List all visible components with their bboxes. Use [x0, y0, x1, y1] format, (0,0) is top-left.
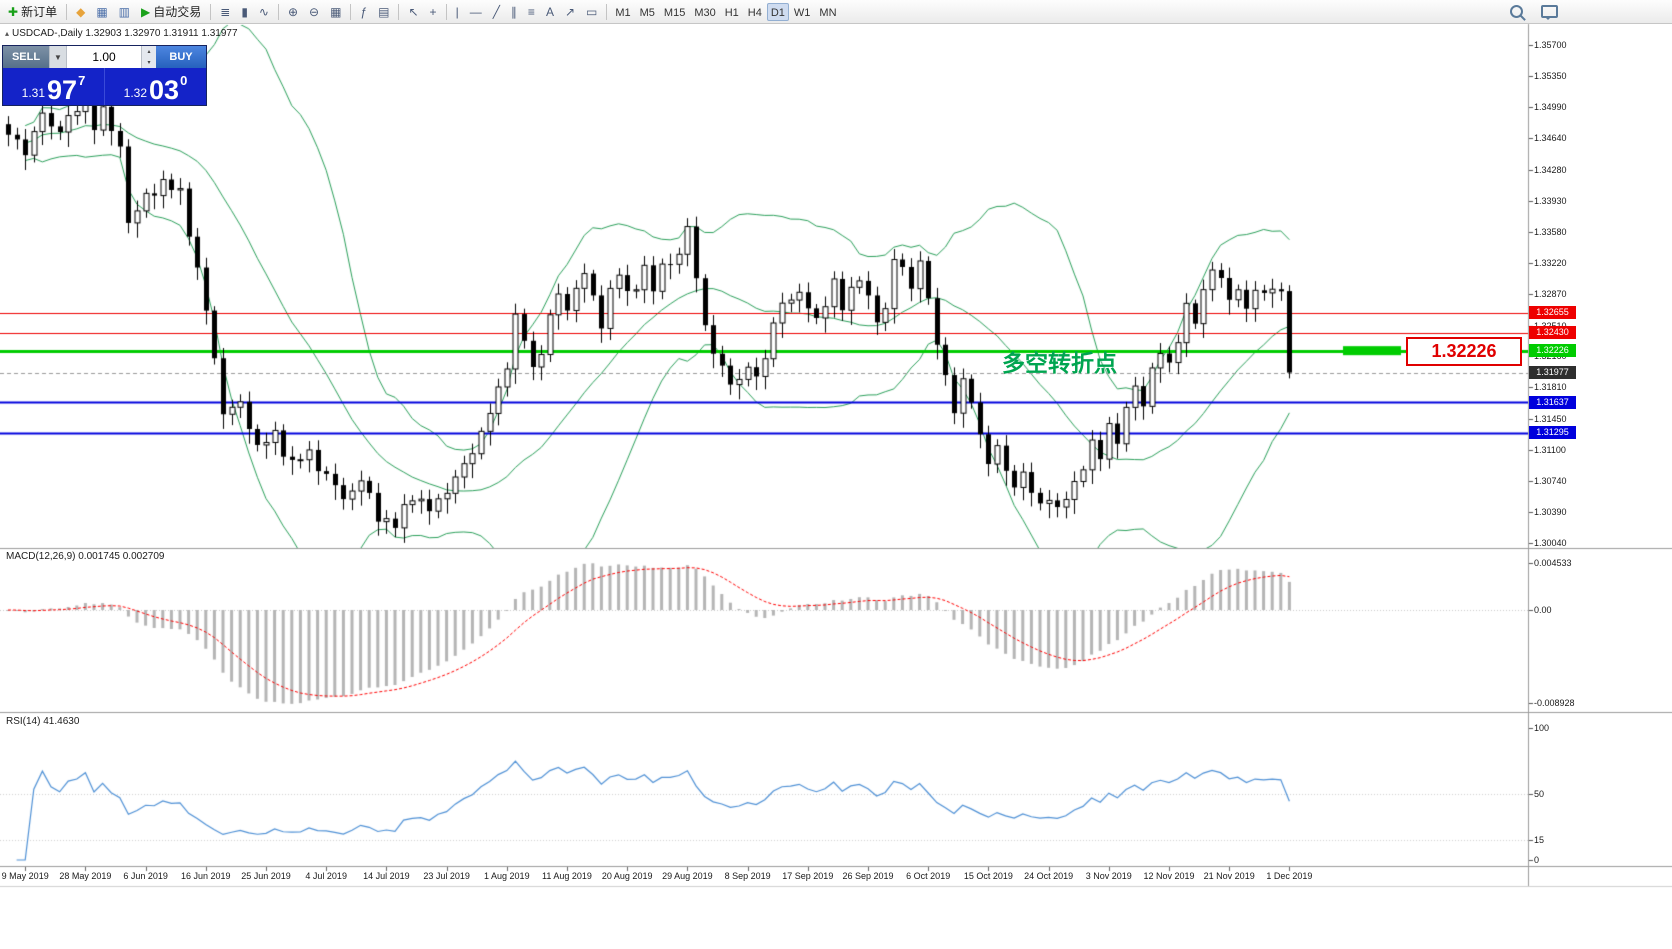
arrow-object-button[interactable]: ↗	[560, 2, 580, 22]
text-icon: A	[545, 4, 554, 19]
grid-icon: ▦	[330, 4, 342, 19]
trendline-button[interactable]: ╱	[488, 2, 505, 22]
line-chart-icon: ∿	[258, 4, 269, 19]
buy-price-sup: 0	[180, 73, 188, 88]
sell-button[interactable]: SELL	[3, 46, 49, 68]
trendline-icon: ╱	[492, 4, 500, 19]
cursor-button[interactable]: ↖	[403, 2, 423, 22]
timeframe-mn-button[interactable]: MN	[815, 3, 840, 21]
timeframe-m15-button[interactable]: M15	[660, 3, 689, 21]
fibonacci-icon: ≡	[527, 4, 535, 19]
plus-icon: ✚	[8, 4, 19, 19]
volume-dropdown-button[interactable]: ▼	[49, 46, 66, 68]
new-chart-button[interactable]: ▦	[91, 2, 112, 22]
shapes-button[interactable]: ▭	[581, 2, 602, 22]
sell-price-big: 97	[47, 75, 78, 106]
objects-list-button[interactable]: ▤	[373, 2, 394, 22]
timeframe-h1-button[interactable]: H1	[721, 3, 743, 21]
volume-input[interactable]	[66, 46, 141, 68]
zoom-in-icon: ⊕	[287, 4, 299, 19]
text-button[interactable]: A	[541, 2, 559, 22]
volume-down-button[interactable]: ▾	[142, 57, 156, 68]
window-icon: ▦	[96, 4, 108, 19]
toolbar-separator	[606, 3, 608, 20]
tile-icon: ▥	[118, 4, 130, 19]
timeframe-h4-button[interactable]: H4	[744, 3, 766, 21]
timeframe-m30-button[interactable]: M30	[690, 3, 719, 21]
search-button[interactable]	[1505, 2, 1528, 22]
zoom-out-icon: ⊖	[309, 4, 320, 19]
indicators-button[interactable]: ƒ	[355, 2, 372, 22]
toolbar-right-icons	[1505, 2, 1563, 22]
cursor-icon: ↖	[408, 4, 419, 19]
algo-trading-button-label: 自动交易	[153, 5, 202, 19]
chat-button[interactable]	[1536, 2, 1563, 22]
buy-button[interactable]: BUY	[156, 46, 206, 68]
volume-up-button[interactable]: ▴	[142, 46, 156, 57]
diamond-icon: ◆	[76, 4, 86, 19]
horizontal-line-button[interactable]: —	[465, 2, 487, 22]
line-chart-button[interactable]: ∿	[254, 2, 274, 22]
favorites-button[interactable]: ◆	[71, 2, 90, 22]
buy-price-big: 03	[149, 75, 180, 106]
rectangle-icon: ▭	[586, 4, 598, 19]
toolbar-separator	[398, 3, 400, 20]
bar-chart-button[interactable]: ≣	[215, 2, 235, 22]
sell-price-prefix: 1.31	[21, 86, 46, 100]
channel-icon: ∥	[510, 4, 517, 19]
toolbar-separator	[210, 3, 212, 20]
algo-trading-button[interactable]: ▶ 自动交易	[136, 2, 206, 22]
timeframe-w1-button[interactable]: W1	[790, 3, 815, 21]
timeframe-m5-button[interactable]: M5	[636, 3, 659, 21]
toolbar-separator	[277, 3, 279, 20]
timeframe-m1-button[interactable]: M1	[611, 3, 634, 21]
toolbar-separator	[445, 3, 447, 20]
candle-chart-button[interactable]: ▮	[236, 2, 253, 22]
channel-button[interactable]: ∥	[506, 2, 522, 22]
new-order-button[interactable]: ✚ 新订单	[3, 2, 62, 22]
objects-icon: ▤	[378, 4, 390, 19]
one-click-trading-panel: SELL ▼ ▴ ▾ BUY 1.31 97 7 1.32 03 0	[2, 45, 207, 106]
vertical-line-icon: |	[455, 4, 459, 19]
volume-stepper: ▴ ▾	[141, 46, 156, 68]
timeframe-d1-button[interactable]: D1	[766, 2, 789, 21]
candlestick-icon: ▮	[241, 4, 248, 19]
fibonacci-button[interactable]: ≡	[523, 2, 540, 22]
sell-price-sup: 7	[78, 73, 86, 88]
chat-icon	[1541, 5, 1558, 20]
buy-price-prefix: 1.32	[123, 86, 148, 100]
crosshair-icon: +	[429, 4, 437, 19]
zoom-in-button[interactable]: ⊕	[283, 2, 303, 22]
buy-price-display[interactable]: 1.32 03 0	[105, 68, 206, 105]
play-icon: ▶	[141, 4, 151, 19]
arrow-icon: ↗	[564, 4, 576, 19]
toolbar-separator	[350, 3, 352, 20]
function-icon: ƒ	[360, 4, 368, 19]
sell-price-display[interactable]: 1.31 97 7	[3, 68, 105, 105]
new-order-button-label: 新订单	[21, 5, 58, 19]
search-icon	[1510, 5, 1523, 18]
grid-button[interactable]: ▦	[325, 2, 346, 22]
zoom-out-button[interactable]: ⊖	[304, 2, 324, 22]
crosshair-button[interactable]: +	[425, 2, 442, 22]
vertical-line-button[interactable]: |	[451, 2, 464, 22]
toolbar: ✚ 新订单 ◆ ▦ ▥ ▶ 自动交易 ≣ ▮ ∿ ⊕ ⊖ ▦ ƒ ▤ ↖ + | — ╱ ∥ ≡ A ↗ ▭ M1 M5 M15 M30…	[0, 0, 1672, 24]
tile-windows-button[interactable]: ▥	[114, 2, 135, 22]
bar-chart-icon: ≣	[220, 4, 231, 19]
horizontal-line-icon: —	[469, 4, 482, 19]
toolbar-separator	[66, 3, 68, 20]
